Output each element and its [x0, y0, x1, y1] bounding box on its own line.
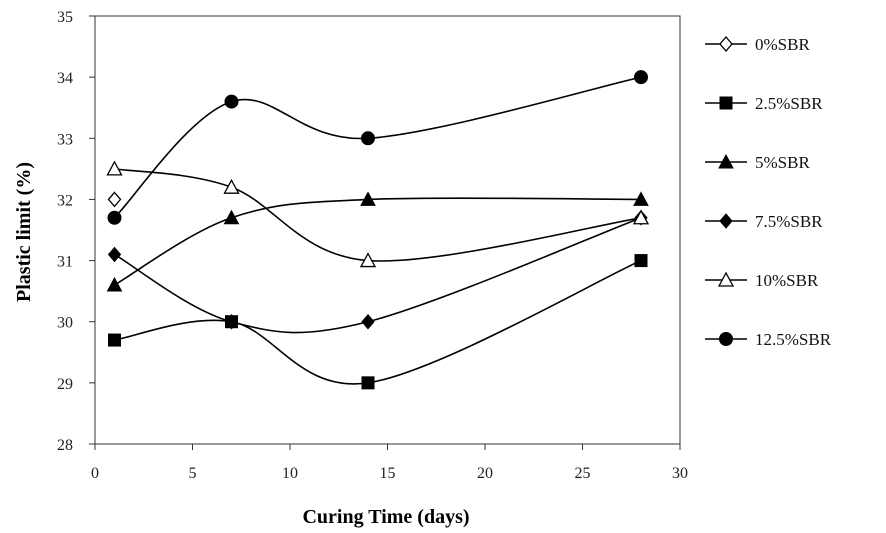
series-5	[106, 160, 650, 268]
legend-label: 12.5%SBR	[755, 330, 832, 349]
plot-area	[94, 15, 681, 445]
data-point	[634, 254, 648, 268]
data-point	[107, 246, 122, 263]
data-point	[359, 252, 377, 268]
y-tick-label: 33	[57, 131, 73, 148]
data-point	[361, 313, 375, 330]
legend-marker	[719, 213, 733, 229]
series-line	[113, 76, 642, 219]
legend: 0%SBR 2.5%SBR 5%SBR 7.5%SBR 10%SBR 12.5%SBR	[705, 35, 832, 349]
series-line	[114, 259, 642, 385]
legend-marker	[719, 36, 733, 52]
series-1	[107, 191, 122, 208]
y-tick-label: 28	[57, 437, 73, 454]
x-tick-label: 30	[672, 465, 688, 482]
y-tick-label: 30	[57, 315, 73, 332]
x-tick-label: 5	[189, 465, 197, 482]
legend-label: 2.5%SBR	[755, 94, 823, 113]
data-point	[107, 210, 122, 225]
y-tick-label: 32	[57, 192, 73, 209]
legend-item: 10%SBR	[705, 271, 819, 290]
data-point	[106, 276, 123, 292]
y-tick-label: 31	[57, 254, 73, 271]
y-axis-title: Plastic limit (%)	[13, 162, 35, 302]
data-point	[360, 191, 376, 206]
data-point	[108, 333, 121, 347]
x-tick-label: 15	[380, 465, 396, 482]
data-point	[223, 209, 240, 225]
legend-item: 2.5%SBR	[705, 94, 823, 113]
series-line	[114, 217, 642, 334]
x-tick-label: 25	[575, 465, 591, 482]
data-point	[634, 70, 648, 85]
y-tick-label: 34	[57, 70, 73, 87]
x-tick-label: 10	[282, 465, 298, 482]
x-tick-label: 0	[91, 465, 99, 482]
legend-marker	[719, 96, 733, 110]
y-tick-label: 35	[57, 9, 73, 26]
series-6	[107, 70, 648, 225]
x-axis: 0 5 10 15 20 25 30	[91, 444, 688, 482]
legend-label: 10%SBR	[755, 271, 819, 290]
legend-item: 7.5%SBR	[705, 212, 823, 231]
legend-item: 5%SBR	[705, 153, 810, 172]
y-tick-label: 29	[57, 376, 73, 393]
data-point	[633, 191, 649, 206]
data-point	[361, 131, 375, 146]
data-point	[106, 160, 123, 176]
legend-marker	[719, 332, 733, 346]
legend-item: 12.5%SBR	[705, 330, 832, 349]
data-point	[224, 313, 239, 330]
data-point	[224, 94, 239, 109]
legend-marker	[717, 271, 735, 287]
series-line	[114, 168, 642, 262]
legend-label: 7.5%SBR	[755, 212, 823, 231]
y-axis: 28 29 30 31 32 33 34 35	[57, 9, 95, 454]
data-point	[223, 178, 240, 194]
x-axis-title: Curing Time (days)	[302, 506, 469, 528]
x-tick-label: 20	[477, 465, 493, 482]
legend-marker	[718, 153, 734, 169]
data-point	[107, 191, 122, 208]
legend-label: 5%SBR	[755, 153, 810, 172]
data-point	[632, 209, 650, 225]
data-point	[361, 376, 375, 390]
series-layer	[106, 70, 650, 390]
legend-item: 0%SBR	[705, 35, 810, 54]
series-line	[114, 197, 642, 286]
series-3	[106, 191, 649, 292]
plot-frame	[94, 15, 681, 445]
legend-label: 0%SBR	[755, 35, 810, 54]
